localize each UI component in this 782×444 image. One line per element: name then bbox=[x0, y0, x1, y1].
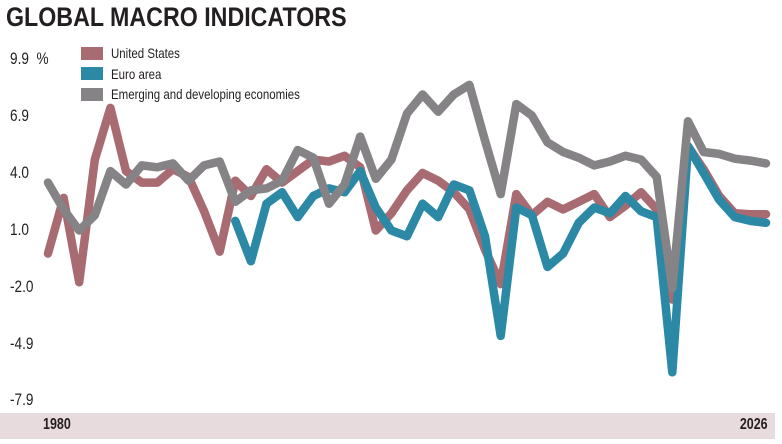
x-tick-label-start: 1980 bbox=[43, 416, 71, 433]
y-tick-label: -4.9 bbox=[10, 334, 34, 353]
legend-label: United States bbox=[111, 45, 180, 62]
legend-swatch bbox=[81, 67, 103, 81]
x-tick-label-end: 2026 bbox=[740, 416, 768, 433]
legend-item-emerging: Emerging and developing economies bbox=[81, 84, 341, 105]
legend-swatch bbox=[81, 46, 103, 60]
chart-title: GLOBAL MACRO INDICATORS bbox=[6, 2, 347, 32]
y-tick-label: 4.0 bbox=[10, 163, 29, 182]
y-unit-label: % bbox=[36, 49, 49, 68]
legend-item-united-states: United States bbox=[81, 43, 341, 64]
y-tick-label: -2.0 bbox=[10, 277, 34, 296]
y-tick-label: 6.9 bbox=[10, 106, 29, 125]
y-tick-label: -7.9 bbox=[10, 390, 34, 409]
legend-label: Emerging and developing economies bbox=[111, 86, 300, 103]
legend-swatch bbox=[81, 87, 103, 101]
legend-item-euro-area: Euro area bbox=[81, 64, 341, 85]
x-axis-band bbox=[0, 413, 775, 439]
y-tick-label: 9.9 bbox=[10, 49, 29, 68]
y-tick-top: 9.9 % bbox=[10, 49, 49, 69]
y-tick-label: 1.0 bbox=[10, 220, 29, 239]
legend-label: Euro area bbox=[111, 65, 162, 82]
legend: United States Euro area Emerging and dev… bbox=[81, 43, 341, 105]
